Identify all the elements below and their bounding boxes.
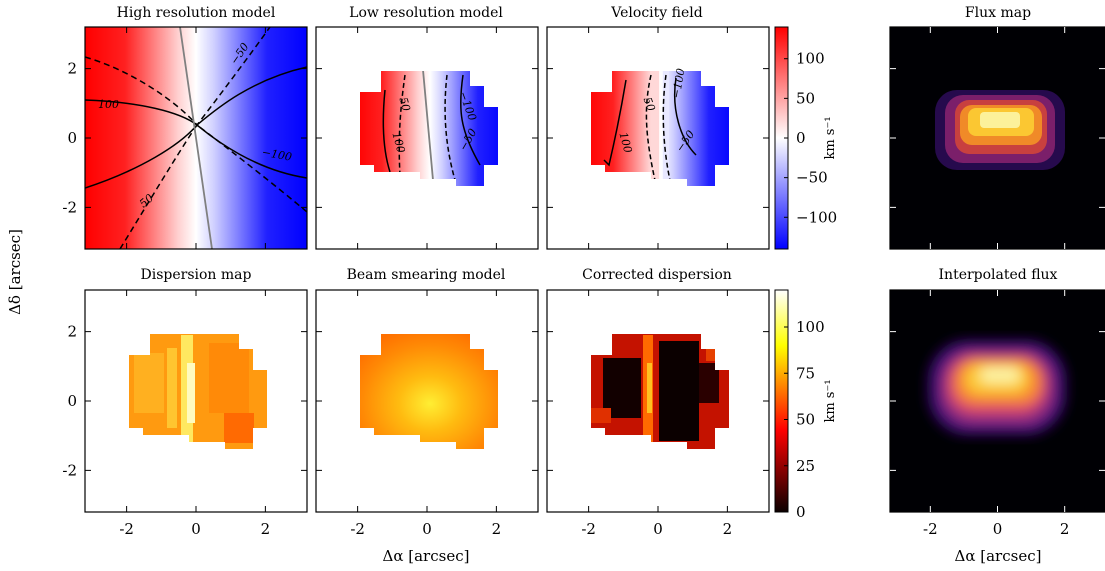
- x-tick-label: 0: [422, 520, 432, 538]
- x-tick-label: -2: [350, 520, 365, 538]
- x-tick-label: 0: [993, 520, 1003, 538]
- tick-layer: -2 0 2 -2 0 2 -2 0 2 -2 0 2 -2 0 2 -2 0 2 100 50 0 −50 −100 100…: [62, 27, 1105, 538]
- panel-title: Flux map: [965, 5, 1031, 21]
- contour-label: 100: [389, 131, 407, 155]
- panel-high-resolution-model: High resolution model 100 50 −50 −100: [84, 5, 308, 250]
- panel-interpolated-flux: Interpolated flux: [889, 267, 1105, 513]
- contour-line: [603, 79, 627, 167]
- x-axis-label-right: Δα [arcsec]: [955, 547, 1042, 565]
- contour-line: [459, 74, 481, 166]
- contour-line: [398, 74, 406, 176]
- contour-line: [119, 123, 307, 249]
- x-tick-label: 2: [1060, 520, 1070, 538]
- colorbar-tick-label: 50: [796, 411, 815, 429]
- contour-line: [662, 74, 672, 186]
- colorbar-tick-label: 50: [796, 89, 815, 107]
- contour-label: −100: [261, 146, 293, 164]
- x-axis-label-left: Δα [arcsec]: [383, 547, 470, 565]
- y-tick-label: -2: [62, 198, 77, 216]
- major-axis-line: [179, 27, 213, 249]
- contour-label: −100: [670, 67, 688, 99]
- y-tick-label: -2: [62, 461, 77, 479]
- colorbar-dispersion: km s⁻¹: [774, 289, 838, 513]
- panel-velocity-field: Velocity field 50 100 −100 −50: [546, 5, 770, 250]
- colorbar-tick-label: 25: [796, 457, 815, 475]
- colorbar-tick-label: 0: [796, 503, 806, 521]
- x-tick-label: -2: [581, 520, 596, 538]
- x-tick-label: 2: [723, 520, 733, 538]
- major-axis-line: [422, 71, 434, 181]
- panel-flux-map: Flux map: [889, 5, 1105, 250]
- contour-line: [673, 77, 697, 156]
- y-tick-label: 0: [67, 392, 77, 410]
- colorbar-tick-label: 0: [796, 129, 806, 147]
- contour-line: [645, 74, 657, 186]
- panel-low-resolution-model: Low resolution model 50 100 −100 −50: [315, 5, 539, 250]
- panel-title: Corrected dispersion: [582, 267, 732, 283]
- panel-title: Beam smearing model: [347, 267, 506, 283]
- panel-beam-smearing-model: Beam smearing model: [315, 267, 539, 513]
- contour-label: 50: [396, 96, 412, 113]
- contour-label: 100: [616, 131, 634, 155]
- contour-label: 100: [98, 98, 119, 111]
- colorbar-tick-label: 100: [796, 318, 825, 336]
- y-tick-label: 2: [67, 60, 77, 78]
- colorbar-velocity: km s⁻¹: [774, 26, 838, 250]
- contour-line: [382, 89, 391, 173]
- colorbar-tick-label: −100: [796, 208, 837, 226]
- colorbar-tick-label: 100: [796, 50, 825, 68]
- x-tick-label: 2: [492, 520, 502, 538]
- colorbar-tick-label: 75: [796, 364, 815, 382]
- panel-corrected-dispersion: Corrected dispersion: [546, 267, 770, 513]
- x-tick-label: -2: [119, 520, 134, 538]
- colorbar-label: km s⁻¹: [823, 116, 838, 159]
- panel-title: Interpolated flux: [939, 267, 1058, 283]
- x-tick-label: 0: [653, 520, 663, 538]
- panel-title: Velocity field: [610, 5, 702, 21]
- x-tick-label: 2: [261, 520, 271, 538]
- contour-line: [444, 74, 456, 181]
- contour-label: 50: [641, 95, 658, 113]
- panel-title: High resolution model: [117, 5, 276, 21]
- panel-title: Low resolution model: [349, 5, 503, 21]
- x-tick-label: 0: [191, 520, 201, 538]
- colorbar-label: km s⁻¹: [823, 379, 838, 422]
- y-axis-label: Δδ [arcsec]: [6, 229, 24, 315]
- x-tick-label: -2: [923, 520, 938, 538]
- panel-title: Dispersion map: [141, 267, 252, 283]
- panel-dispersion-map: Dispersion map: [84, 267, 308, 513]
- y-tick-label: 0: [67, 129, 77, 147]
- y-tick-label: 2: [67, 323, 77, 341]
- colorbar-tick-label: −50: [796, 169, 828, 187]
